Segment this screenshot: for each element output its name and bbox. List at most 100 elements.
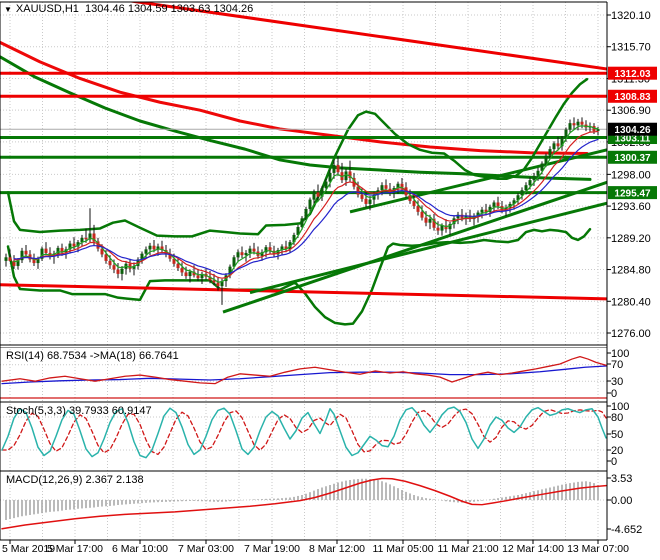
bull-candle	[264, 247, 268, 253]
support-price-badge-label: 1300.37	[614, 153, 651, 164]
bull-candle	[280, 246, 284, 251]
bear-candle	[468, 215, 472, 220]
bull-candle	[156, 246, 160, 250]
bear-candle	[184, 272, 188, 277]
bear-candle	[32, 259, 36, 264]
bull-candle	[16, 260, 20, 266]
bear-candle	[84, 237, 88, 240]
bull-candle	[344, 171, 348, 181]
time-axis-label: 5 Mar 17:00	[47, 543, 103, 555]
bear-candle	[412, 201, 416, 207]
chart-title: ▼ XAUUSD,H1 1304.46 1304.59 1303.63 1304.…	[4, 3, 253, 15]
support-price-badge	[608, 150, 657, 164]
bear-candle	[192, 271, 196, 276]
bull-candle	[144, 249, 148, 254]
bear-candle	[400, 183, 404, 188]
indicator-tick-label: 30	[611, 376, 623, 388]
bear-candle	[196, 275, 200, 279]
stoch-indicator-label: Stoch(5,3,3) 39.7933 60.9147	[6, 405, 152, 417]
resistance-price-badge-label: 1308.83	[614, 92, 651, 103]
bear-candle	[484, 209, 488, 212]
bull-candle	[516, 195, 520, 201]
time-axis-label: 11 Mar 05:00	[372, 543, 433, 555]
bear-candle	[556, 143, 560, 147]
bear-candle	[116, 269, 120, 274]
bull-candle	[236, 252, 240, 258]
ema-9	[13, 130, 599, 279]
bull-candle	[260, 252, 264, 256]
long-red-ma	[0, 40, 589, 155]
bear-candle	[112, 265, 116, 270]
bull-candle	[304, 208, 308, 219]
bear-candle	[384, 185, 388, 189]
support-price-badge-label: 1295.47	[614, 188, 651, 199]
bear-candle	[8, 257, 12, 261]
bull-candle	[312, 192, 316, 200]
bull-candle	[440, 225, 444, 231]
bull-candle	[564, 129, 568, 139]
time-axis-label: 8 Mar 12:00	[309, 543, 365, 555]
bull-candle	[332, 164, 336, 173]
ascending-green-trendline-long	[249, 201, 607, 295]
bull-candle	[308, 199, 312, 209]
bull-candle	[552, 143, 556, 150]
bear-candle	[316, 192, 320, 197]
support-price-badge	[608, 186, 657, 200]
bull-candle	[228, 266, 232, 276]
indicator-tick-label: 20	[611, 445, 623, 457]
macd-tick-label: 0.00	[611, 495, 632, 507]
current-price-badge-label: 1304.26	[614, 125, 651, 136]
time-axis-label: 11 Mar 21:00	[437, 543, 498, 555]
bear-candle	[12, 260, 16, 266]
bear-candle	[60, 247, 64, 253]
bear-candle	[24, 250, 28, 255]
bull-candle	[232, 257, 236, 267]
symbol-dropdown-icon[interactable]: ▼	[4, 5, 12, 14]
bear-candle	[360, 194, 364, 199]
bear-candle	[100, 248, 104, 255]
bull-candle	[56, 247, 60, 254]
ohlc-quote-label: 1304.46 1304.59 1303.63 1304.26	[85, 3, 254, 15]
bull-candle	[476, 212, 480, 217]
ema-4	[13, 125, 599, 283]
bear-candle	[572, 123, 576, 126]
indicator-tick-label: 70	[611, 359, 623, 371]
bear-candle	[240, 252, 244, 256]
ascending-green-trendline-support	[222, 180, 607, 314]
indicator-tick-label: 0	[611, 388, 617, 400]
bull-candle	[68, 243, 72, 250]
indicator-tick-label: 100	[611, 348, 629, 360]
bull-candle	[452, 218, 456, 225]
bull-candle	[20, 250, 24, 261]
price-tick-label: 1280.40	[611, 296, 651, 308]
price-tick-label: 1284.80	[611, 265, 651, 277]
bull-candle	[492, 202, 496, 207]
stoch-main-line	[1, 406, 607, 459]
bull-candle	[596, 129, 600, 132]
bull-candle	[248, 248, 252, 253]
price-tick-label: 1276.00	[611, 328, 651, 340]
bear-candle	[44, 248, 48, 253]
time-axis-label: 12 Mar 14:00	[502, 543, 564, 555]
bull-candle	[524, 185, 528, 191]
price-tick-label: 1320.10	[611, 10, 651, 22]
stoch-signal-line	[1, 408, 607, 456]
bull-candle	[320, 188, 324, 197]
bull-candle	[292, 234, 296, 243]
bear-candle	[356, 186, 360, 195]
bear-candle	[496, 202, 500, 207]
resistance-price-badge	[608, 66, 657, 80]
bear-candle	[268, 247, 272, 251]
bear-candle	[160, 246, 164, 251]
time-axis-label: 7 Mar 03:00	[178, 543, 234, 555]
resistance-price-badge	[608, 89, 657, 103]
bear-candle	[364, 198, 368, 204]
bull-candle	[544, 155, 548, 164]
bull-candle	[532, 175, 536, 181]
bear-candle	[432, 219, 436, 228]
indicator-tick-label: 80	[611, 412, 623, 424]
time-axis-label: 7 Mar 19:00	[244, 543, 300, 555]
bear-candle	[108, 260, 112, 266]
